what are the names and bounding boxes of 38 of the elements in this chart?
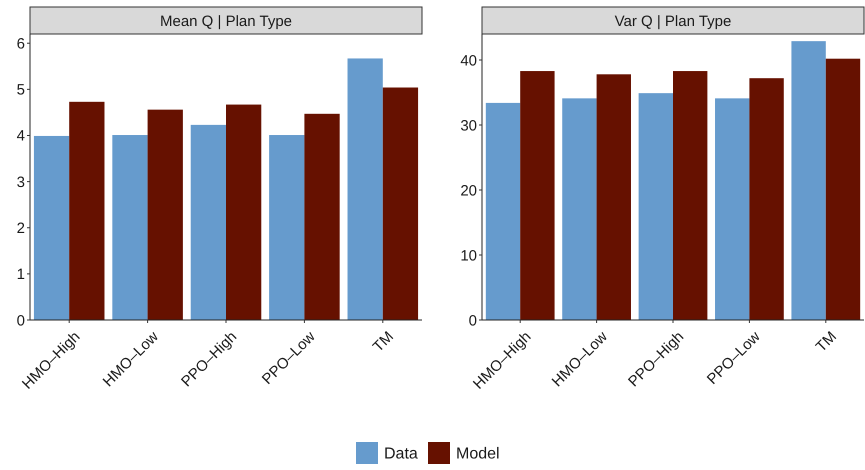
y-tick-label: 3 (16, 174, 25, 191)
bar (749, 78, 784, 320)
legend-label: Data (384, 446, 418, 463)
bar (226, 104, 262, 320)
y-tick-label: 5 (16, 82, 25, 99)
y-tick-label: 2 (16, 220, 25, 237)
y-tick-label: 1 (16, 266, 25, 284)
chart-title: Mean Q | Plan Type (160, 13, 292, 30)
bar (638, 93, 673, 320)
bar (304, 114, 340, 320)
y-tick-label: 40 (460, 52, 477, 70)
bar (715, 98, 750, 320)
bar (673, 71, 708, 320)
bar (596, 74, 631, 320)
y-tick-label: 30 (460, 117, 477, 134)
bar (34, 136, 70, 320)
bar (486, 102, 520, 320)
y-tick-label: 0 (468, 312, 477, 330)
x-tick-label: TM (812, 328, 840, 356)
y-tick-label: 20 (460, 182, 477, 200)
y-tick-label: 10 (460, 247, 477, 264)
bar (348, 58, 383, 320)
bar (112, 135, 148, 320)
x-tick-label: TM (370, 328, 398, 356)
legend-label: Model (456, 446, 500, 463)
bar (791, 41, 826, 320)
y-tick-label: 0 (16, 312, 25, 330)
bar (382, 88, 418, 320)
bar (190, 124, 226, 320)
y-tick-label: 4 (16, 128, 25, 145)
bar (562, 98, 597, 320)
bar (269, 135, 304, 320)
y-tick-label: 6 (16, 35, 25, 52)
chart-title: Var Q | Plan Type (614, 13, 732, 30)
bar (148, 110, 183, 320)
bar (69, 102, 104, 320)
bar (520, 71, 555, 320)
bar (826, 58, 860, 320)
